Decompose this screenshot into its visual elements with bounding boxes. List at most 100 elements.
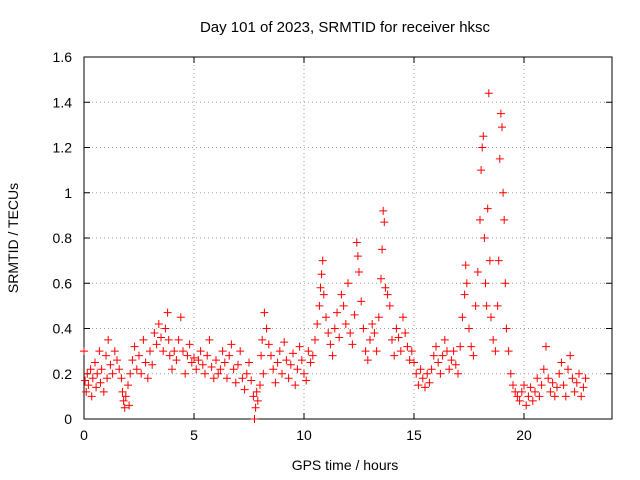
- data-point: [575, 369, 583, 378]
- data-point: [526, 383, 535, 392]
- data-point: [555, 369, 564, 378]
- data-point: [544, 374, 553, 383]
- data-point: [194, 356, 203, 365]
- data-point: [319, 290, 328, 299]
- data-point: [240, 385, 249, 394]
- data-point: [481, 279, 490, 288]
- data-point: [253, 396, 262, 405]
- y-tick-label: 1.6: [53, 49, 73, 65]
- data-point: [383, 290, 392, 299]
- chart-title: Day 101 of 2023, SRMTID for receiver hks…: [200, 19, 491, 36]
- data-point: [185, 340, 194, 349]
- data-point: [238, 374, 247, 383]
- data-point: [504, 347, 513, 356]
- data-point: [515, 396, 524, 405]
- data-point: [447, 356, 456, 365]
- data-point: [478, 143, 487, 152]
- data-point: [84, 381, 93, 390]
- data-point: [577, 392, 586, 401]
- data-point: [165, 351, 174, 360]
- data-point: [346, 329, 355, 338]
- data-point: [339, 301, 348, 310]
- data-point: [313, 319, 322, 328]
- data-point: [257, 351, 266, 360]
- data-point: [92, 383, 101, 392]
- data-point: [482, 301, 491, 310]
- data-point: [80, 347, 88, 356]
- y-tick-label: 0.8: [53, 230, 73, 246]
- data-point: [495, 154, 504, 163]
- data-point: [429, 351, 438, 360]
- data-point: [161, 324, 170, 333]
- data-point: [494, 256, 503, 265]
- data-point: [557, 358, 566, 367]
- data-point: [245, 358, 253, 367]
- data-point: [196, 347, 205, 356]
- data-point: [438, 351, 447, 360]
- data-point: [267, 351, 275, 360]
- data-point: [341, 319, 350, 328]
- data-point: [425, 378, 434, 387]
- data-point: [405, 356, 414, 365]
- data-point: [461, 261, 470, 270]
- data-point: [81, 376, 90, 385]
- data-point: [256, 381, 264, 390]
- data-point: [154, 319, 163, 328]
- y-tick-label: 0: [64, 411, 72, 427]
- data-point: [353, 252, 362, 261]
- data-point: [407, 347, 416, 356]
- data-point: [119, 396, 128, 405]
- data-point: [227, 340, 236, 349]
- data-point: [236, 347, 245, 356]
- data-point: [579, 383, 588, 392]
- data-point: [473, 267, 482, 276]
- data-point: [297, 356, 306, 365]
- data-point: [454, 369, 462, 378]
- data-point: [258, 335, 267, 344]
- data-point: [485, 256, 494, 265]
- data-point: [456, 342, 465, 351]
- data-point: [337, 290, 346, 299]
- data-point: [539, 365, 548, 374]
- data-point: [361, 347, 370, 356]
- data-point: [181, 369, 190, 378]
- data-point: [524, 392, 533, 401]
- data-points: [80, 89, 590, 423]
- data-point: [83, 369, 92, 378]
- data-point: [118, 387, 127, 396]
- data-point: [322, 313, 330, 322]
- data-point: [489, 335, 498, 344]
- data-point: [150, 329, 159, 338]
- data-point: [306, 358, 315, 367]
- data-point: [315, 301, 324, 310]
- data-point: [96, 378, 105, 387]
- data-point: [350, 310, 359, 319]
- data-point: [284, 374, 293, 383]
- data-point: [445, 365, 454, 374]
- data-point: [348, 340, 357, 349]
- data-point: [491, 347, 500, 356]
- data-point: [264, 340, 273, 349]
- data-point: [388, 335, 396, 344]
- data-point: [157, 333, 165, 342]
- data-point: [93, 369, 102, 378]
- data-point: [377, 274, 385, 283]
- x-tick-label: 5: [190, 427, 198, 443]
- data-point: [316, 283, 325, 292]
- data-point: [550, 392, 559, 401]
- data-point: [476, 215, 484, 224]
- data-point: [126, 369, 135, 378]
- data-point: [537, 381, 546, 390]
- data-point: [216, 365, 225, 374]
- data-point: [252, 387, 261, 396]
- data-point: [394, 333, 403, 342]
- data-point: [174, 335, 183, 344]
- data-point: [88, 374, 97, 383]
- data-point: [484, 89, 493, 98]
- data-point: [520, 381, 528, 390]
- data-point: [295, 342, 304, 351]
- data-point: [113, 356, 121, 365]
- data-point: [102, 351, 110, 360]
- data-point: [293, 365, 302, 374]
